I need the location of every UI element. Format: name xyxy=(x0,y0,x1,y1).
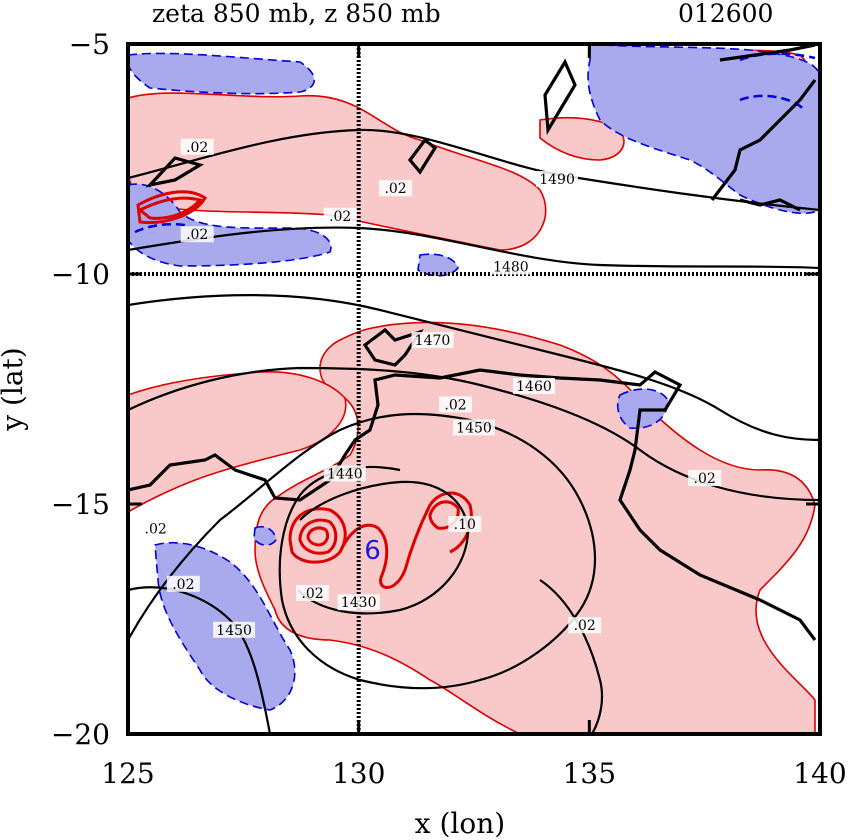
vorticity-contour-label-background xyxy=(688,470,722,486)
vorticity-contour-label-background xyxy=(180,226,214,243)
height-contour-label: 1490 xyxy=(539,172,575,188)
vorticity-contour-label: .02 xyxy=(694,471,716,487)
height-contour-label-background xyxy=(213,621,256,638)
vorticity-contour-label: .02 xyxy=(186,227,208,243)
storm-symbol: 6 xyxy=(364,536,381,566)
vorticity-contour-label-background xyxy=(166,575,200,592)
vorticity-contour-label-background xyxy=(180,138,214,155)
height-contour-label: 1480 xyxy=(493,259,529,275)
plot-area: 1490 1480 1470 1460 1450 1440 1430 1450 .02 .02 .0… xyxy=(128,44,820,734)
height-contour-label: 1450 xyxy=(216,623,252,639)
x-tick-label: 125 xyxy=(101,757,154,790)
negative-vorticity-dashed-lines xyxy=(134,52,816,234)
vorticity-contour-label: .02 xyxy=(329,209,351,225)
height-contour-label-background xyxy=(536,171,579,187)
contour-labels: 1490 1480 1470 1460 1450 1440 1430 1450 .02 .02 .0… xyxy=(139,138,722,639)
vorticity-contour-label: .02 xyxy=(172,577,194,593)
x-tick-label: 140 xyxy=(793,757,846,790)
height-contour-label: 1470 xyxy=(415,333,451,349)
vorticity-contour-label-background xyxy=(379,180,413,197)
height-contour-label-background xyxy=(489,258,532,275)
vorticity-contour-label-background xyxy=(448,516,482,532)
height-contour-label-background xyxy=(323,465,366,482)
height-contour-label-background xyxy=(453,419,495,436)
vorticity-contour-label-background xyxy=(323,207,357,224)
vorticity-contour-label-background xyxy=(139,520,173,537)
y-axis-label: y (lat) xyxy=(0,347,29,431)
vorticity-contour-label: .02 xyxy=(186,140,208,156)
height-contour-label: 1450 xyxy=(456,420,492,436)
y-tick-label: −15 xyxy=(51,488,110,521)
axis-ticks: 125 130 135 140 −5 −10 −15 −20 xyxy=(51,28,847,790)
x-tick-label: 135 xyxy=(563,757,616,790)
y-tick-label: −10 xyxy=(51,258,110,291)
height-contour-label: 1440 xyxy=(327,466,363,482)
reference-gridlines xyxy=(128,44,820,734)
vorticity-contour-label-background xyxy=(568,617,602,634)
height-contour-label: 1460 xyxy=(516,379,552,395)
plot-frame xyxy=(126,42,822,736)
chart-time-label: 012600 xyxy=(678,0,773,28)
vorticity-contour-label-background xyxy=(296,585,330,601)
height-contour-label-background xyxy=(512,378,555,394)
y-tick-label: −5 xyxy=(69,28,110,61)
x-tick-label: 130 xyxy=(332,757,385,790)
vorticity-contour-label: .02 xyxy=(574,618,596,634)
vorticity-contour-label: .02 xyxy=(444,397,466,413)
y-tick-label: −20 xyxy=(51,718,110,751)
vorticity-contour-label: .02 xyxy=(384,181,406,197)
thick-boundary-lines xyxy=(128,44,817,641)
chart-title: zeta 850 mb, z 850 mb xyxy=(152,0,441,28)
negative-vorticity-fill xyxy=(128,44,820,711)
x-axis-label: x (lon) xyxy=(415,807,505,840)
height-contour-label-background xyxy=(337,594,380,611)
vorticity-contour-label: .02 xyxy=(145,522,167,538)
height-contour-label: 1430 xyxy=(341,595,377,611)
height-contour-label-background xyxy=(411,332,454,348)
vorticity-contour-label-background xyxy=(439,396,473,413)
vorticity-contour-label: .02 xyxy=(301,586,323,602)
strong-vorticity-contours xyxy=(136,190,473,589)
storm-center-marker: 6 xyxy=(364,536,381,566)
vorticity-contour-label: .10 xyxy=(454,517,476,533)
